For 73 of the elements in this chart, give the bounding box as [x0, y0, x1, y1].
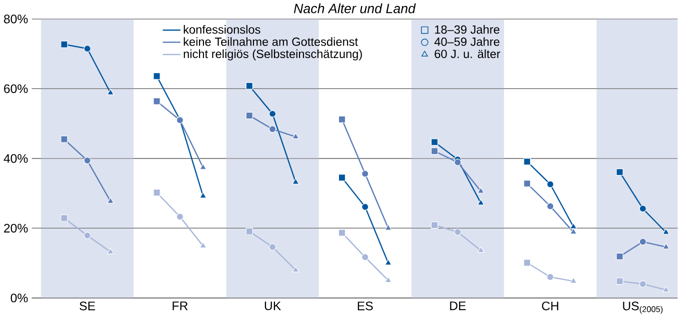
- point: [477, 198, 484, 206]
- point: [384, 258, 392, 266]
- point: [153, 188, 160, 196]
- point: [246, 228, 253, 235]
- legend-label: konfessionslos: [184, 24, 260, 34]
- point: [384, 224, 392, 230]
- x-tick-label: FR: [172, 301, 188, 310]
- point: [106, 88, 114, 95]
- point: [454, 158, 462, 166]
- legend-label: nicht religiös (Selbsteinschätzung): [184, 49, 362, 60]
- point: [524, 180, 531, 188]
- point: [362, 203, 369, 210]
- x-tick-label: CH: [542, 301, 558, 310]
- point: [106, 248, 114, 254]
- point: [639, 204, 646, 212]
- point: [362, 170, 369, 178]
- legend-label: 40–59 Jahre: [434, 37, 500, 46]
- x-tick-label: SE: [80, 301, 96, 310]
- point: [430, 138, 438, 146]
- point: [454, 228, 462, 236]
- y-tick-label: 20%: [4, 224, 28, 232]
- point: [268, 243, 276, 251]
- point: [106, 197, 114, 204]
- y-tick-label: 40%: [4, 154, 28, 163]
- point: [546, 273, 554, 281]
- legend-label: 60 J. u. älter: [434, 49, 500, 58]
- point: [292, 266, 300, 272]
- point: [362, 253, 369, 261]
- chart-title: Nach Alter und Land: [294, 3, 416, 14]
- point: [60, 40, 68, 48]
- point: [639, 238, 646, 246]
- point: [268, 110, 276, 118]
- point: [546, 202, 554, 210]
- point: [338, 116, 346, 123]
- point: [268, 125, 276, 133]
- point: [153, 98, 160, 105]
- x-tick-label: US$_{(2005)}$: [623, 301, 663, 314]
- x-tick-label: DE: [450, 301, 466, 310]
- x-tick-label: ES: [358, 301, 373, 310]
- point: [84, 44, 91, 52]
- point: [524, 259, 531, 266]
- y-tick-label: 60%: [4, 84, 28, 93]
- point: [246, 112, 253, 120]
- point: [616, 168, 624, 176]
- point: [570, 277, 577, 284]
- legend-label: keine Teilnahme am Gottesdienst: [184, 37, 358, 46]
- point: [60, 214, 68, 222]
- point: [546, 180, 554, 188]
- point: [60, 136, 68, 143]
- point: [84, 156, 91, 164]
- point: [477, 246, 484, 253]
- point: [292, 178, 300, 184]
- point: [616, 252, 624, 260]
- point: [176, 212, 184, 220]
- point: [200, 192, 207, 198]
- point: [430, 221, 438, 229]
- point: [570, 228, 577, 234]
- legend-label: 18–39 Jahre: [435, 24, 500, 34]
- point: [153, 72, 160, 80]
- y-tick-label: 80%: [4, 14, 28, 24]
- point: [639, 280, 646, 288]
- point: [570, 222, 577, 229]
- point: [246, 82, 253, 90]
- x-tick-label: UK: [264, 301, 281, 310]
- point: [524, 158, 531, 166]
- point: [430, 147, 438, 155]
- point: [292, 132, 300, 139]
- point: [477, 187, 484, 194]
- y-tick-label: 0%: [10, 293, 28, 302]
- point: [338, 174, 346, 182]
- point: [616, 278, 624, 285]
- point: [338, 229, 346, 236]
- point: [84, 232, 91, 240]
